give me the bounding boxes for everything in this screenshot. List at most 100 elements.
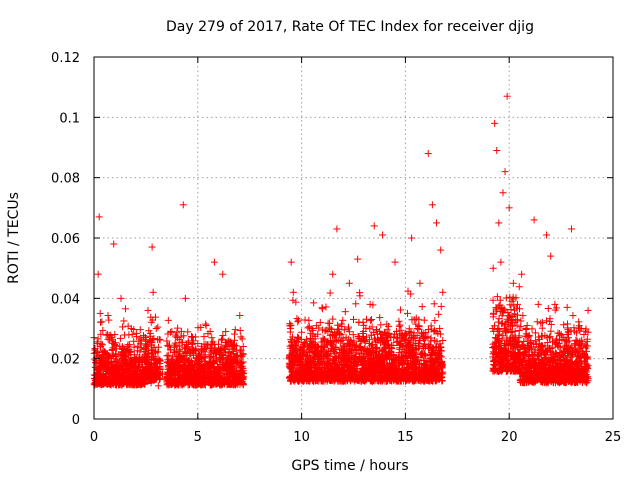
data-point-dense xyxy=(231,330,239,338)
data-point-dense xyxy=(563,303,571,311)
data-point-dense xyxy=(418,303,426,311)
data-point xyxy=(96,309,104,317)
data-point-dense xyxy=(489,264,497,272)
data-point-dense xyxy=(154,323,162,331)
data-point-dense xyxy=(127,371,135,379)
data-point-dense xyxy=(506,301,514,309)
data-point-dense xyxy=(547,327,555,335)
data-point-dense xyxy=(125,360,133,368)
data-point-dense xyxy=(136,340,144,348)
data-point-dense xyxy=(222,328,230,336)
data-point xyxy=(210,258,218,266)
data-point-dense xyxy=(569,312,577,320)
data-point-dense xyxy=(164,316,172,324)
data-point-dense xyxy=(318,304,326,312)
data-point-dense xyxy=(575,318,583,326)
data-point-dense xyxy=(523,322,531,330)
data-point-dense xyxy=(96,377,104,385)
data-points xyxy=(90,92,592,390)
data-point-dense xyxy=(99,371,107,379)
data-point-dense xyxy=(91,359,99,367)
data-point-dense xyxy=(366,317,374,325)
data-point xyxy=(345,279,353,287)
data-point-dense xyxy=(515,283,523,291)
data-point xyxy=(329,270,337,278)
data-point-dense xyxy=(97,330,105,338)
data-point-dense xyxy=(435,310,443,318)
data-point-dense xyxy=(129,358,137,366)
data-point-dense xyxy=(147,318,155,326)
data-point-dense xyxy=(142,344,150,352)
data-point-dense xyxy=(112,375,120,383)
data-point-dense xyxy=(133,347,141,355)
data-point xyxy=(179,201,187,209)
data-point-dense xyxy=(219,331,227,339)
data-point-dense xyxy=(430,300,438,308)
data-point-dense xyxy=(547,320,555,328)
data-point-dense xyxy=(93,380,101,388)
data-point-dense xyxy=(132,329,140,337)
data-point-dense xyxy=(494,318,502,326)
data-point-dense xyxy=(118,357,126,365)
data-point-dense xyxy=(122,365,130,373)
data-point-dense xyxy=(94,347,102,355)
data-point-dense xyxy=(188,333,196,341)
data-point-dense xyxy=(155,335,163,343)
data-point-dense xyxy=(120,374,128,382)
data-point-dense xyxy=(155,371,163,379)
data-point-dense xyxy=(208,334,216,342)
data-point-dense xyxy=(305,316,313,324)
data-point-dense xyxy=(104,331,112,339)
data-point xyxy=(287,258,295,266)
data-point-dense xyxy=(113,370,121,378)
data-point-dense xyxy=(122,305,130,313)
data-point-dense xyxy=(99,326,107,334)
data-point-dense xyxy=(130,343,138,351)
data-point-dense xyxy=(334,321,342,329)
data-point-dense xyxy=(352,300,360,308)
data-point-dense xyxy=(156,357,164,365)
data-point-dense xyxy=(143,343,151,351)
data-point-dense xyxy=(107,380,115,388)
data-point-dense xyxy=(564,320,572,328)
data-point-dense xyxy=(97,377,105,385)
data-point-dense xyxy=(94,335,102,343)
data-point-dense xyxy=(533,318,541,326)
data-point xyxy=(154,382,162,390)
data-point-dense xyxy=(142,337,150,345)
data-point-dense xyxy=(298,328,306,336)
data-point-dense xyxy=(91,371,99,379)
data-point-dense xyxy=(341,308,349,316)
data-point-dense xyxy=(103,350,111,358)
data-point-dense xyxy=(437,302,445,310)
data-point xyxy=(354,255,362,263)
data-point-dense xyxy=(144,341,152,349)
data-point-dense xyxy=(116,342,124,350)
data-point-dense xyxy=(293,315,301,323)
data-point xyxy=(289,288,297,296)
data-point xyxy=(149,288,157,296)
data-point xyxy=(202,321,210,329)
data-point-dense xyxy=(124,351,132,359)
data-point-dense xyxy=(544,305,552,313)
data-point-dense xyxy=(324,319,332,327)
data-point-dense xyxy=(137,380,145,388)
data-point-dense xyxy=(396,321,404,329)
data-point xyxy=(95,213,103,221)
data-point-dense xyxy=(294,318,302,326)
data-point-dense xyxy=(116,334,124,342)
data-point-dense xyxy=(363,315,371,323)
data-point-dense xyxy=(294,316,302,324)
data-point-dense xyxy=(120,317,128,325)
data-point-dense xyxy=(371,334,379,342)
data-point-dense xyxy=(150,343,158,351)
data-point-dense xyxy=(431,317,439,325)
data-point xyxy=(219,270,227,278)
data-point-dense xyxy=(123,346,131,354)
data-point-dense xyxy=(377,321,385,329)
data-point xyxy=(117,294,125,302)
data-point xyxy=(370,222,378,230)
data-point xyxy=(333,225,341,233)
data-point-dense xyxy=(104,311,112,319)
